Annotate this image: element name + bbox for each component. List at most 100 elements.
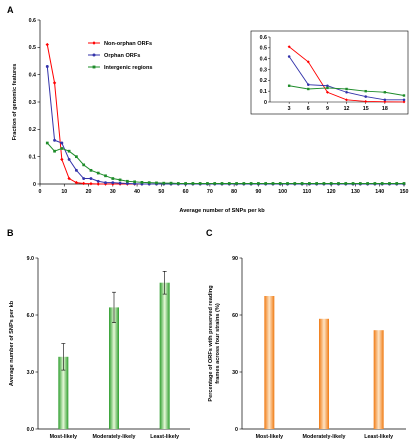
y-tick-label: 0.1 bbox=[29, 155, 36, 161]
x-tick-label: 130 bbox=[351, 189, 360, 195]
data-point bbox=[366, 182, 369, 185]
inset-frame bbox=[250, 30, 409, 115]
panel-a-chart: 00.10.20.30.40.50.60 10 20 30 40 50 60 70 80 90 10… bbox=[12, 18, 408, 214]
data-point bbox=[53, 149, 56, 153]
data-point bbox=[96, 182, 100, 186]
data-point bbox=[126, 179, 129, 183]
bar bbox=[373, 330, 384, 429]
y-tick-label: 0.3 bbox=[29, 100, 36, 106]
data-point bbox=[191, 182, 195, 185]
data-point bbox=[82, 177, 86, 180]
panel-b-chart: 0.0 3.0 6.0 9.0 Most-likely Moderately-likely… bbox=[9, 256, 190, 440]
data-point bbox=[169, 181, 173, 185]
y-axis-label-line: Percentage of ORFs with preserved readin… bbox=[208, 285, 214, 402]
inset-y-tick-label: 0 bbox=[264, 100, 267, 106]
inset-data-point bbox=[364, 89, 367, 93]
x-tick-label: 60 bbox=[183, 189, 189, 195]
x-tick-label: 110 bbox=[303, 189, 312, 195]
x-tick-label: 80 bbox=[231, 189, 237, 195]
data-point bbox=[293, 182, 297, 185]
inset-x-tick-label: 12 bbox=[344, 106, 350, 112]
x-tick-label: 90 bbox=[255, 189, 261, 195]
inset-data-point bbox=[383, 91, 387, 94]
bar bbox=[159, 282, 170, 429]
data-point bbox=[337, 182, 340, 185]
data-point bbox=[271, 182, 275, 185]
data-point bbox=[213, 182, 217, 185]
inset-data-point bbox=[383, 98, 387, 102]
data-point bbox=[206, 182, 209, 185]
inset-data-point bbox=[326, 84, 329, 88]
data-point bbox=[111, 177, 115, 180]
y-axis-label: Fraction of genomic features bbox=[12, 64, 18, 141]
data-point bbox=[308, 182, 311, 185]
data-point bbox=[67, 176, 71, 181]
x-tick-label: 70 bbox=[207, 189, 213, 195]
category-label: Most-likely bbox=[50, 434, 77, 440]
category-label: Moderately-likely bbox=[93, 434, 136, 440]
data-point bbox=[198, 182, 202, 185]
y-axis-label: Average number of SNPs per kb bbox=[9, 300, 15, 386]
data-point bbox=[60, 147, 64, 150]
data-point bbox=[89, 177, 93, 180]
y-tick-label: 0.5 bbox=[29, 45, 36, 51]
data-point bbox=[118, 181, 122, 185]
y-tick-label: 0 bbox=[33, 182, 36, 188]
inset-data-point bbox=[287, 55, 291, 58]
data-point bbox=[235, 182, 238, 185]
data-point bbox=[45, 42, 49, 47]
inset-x-tick-label: 9 bbox=[326, 106, 329, 112]
data-point bbox=[111, 181, 115, 185]
data-point bbox=[81, 181, 86, 186]
legend-marker bbox=[92, 53, 96, 57]
data-point bbox=[184, 182, 187, 185]
x-tick-label: 40 bbox=[134, 189, 140, 195]
series-line-intergenic-regions bbox=[46, 142, 404, 184]
category-label: Most-likely bbox=[256, 434, 283, 440]
inset-y-tick-label: 0.3 bbox=[260, 67, 267, 73]
x-tick-label: 100 bbox=[278, 189, 287, 195]
y-tick-label: 6.0 bbox=[27, 313, 34, 319]
x-tick-label: 140 bbox=[375, 189, 384, 195]
data-point bbox=[227, 182, 231, 185]
data-point bbox=[147, 181, 151, 184]
data-point bbox=[249, 182, 253, 185]
y-tick-label: 0.4 bbox=[29, 73, 36, 79]
data-point bbox=[264, 182, 268, 185]
x-tick-label: 0 bbox=[39, 189, 42, 195]
y-axis-label-line: frames across four strains (%) bbox=[215, 303, 221, 384]
inset-data-point bbox=[306, 60, 310, 64]
x-tick-label: 10 bbox=[61, 189, 67, 195]
bar bbox=[319, 318, 329, 429]
category-label: Moderately-likely bbox=[303, 434, 346, 440]
data-point bbox=[67, 149, 71, 153]
inset-data-point bbox=[325, 90, 329, 94]
data-point bbox=[60, 157, 64, 162]
data-point bbox=[351, 182, 355, 185]
inset-data-point bbox=[287, 84, 291, 87]
inset-data-point bbox=[383, 100, 387, 104]
data-point bbox=[402, 182, 406, 185]
data-point bbox=[118, 178, 122, 182]
data-point bbox=[278, 182, 282, 185]
y-tick-label: 0 bbox=[235, 427, 238, 433]
y-tick-label: 3.0 bbox=[27, 370, 34, 376]
inset-y-tick-label: 0.5 bbox=[260, 46, 267, 52]
x-tick-label: 150 bbox=[400, 189, 409, 195]
y-tick-label: 90 bbox=[232, 256, 238, 262]
inset-data-point bbox=[287, 45, 291, 49]
inset-data-point bbox=[364, 95, 367, 98]
panel-a-inset-chart: 0 0.1 0.2 0.3 0.4 0.5 0.6 3 6 9 12 15 18 bbox=[250, 30, 409, 115]
legend-marker bbox=[92, 41, 96, 45]
panel-letter-a: A bbox=[7, 5, 14, 15]
x-tick-label: 120 bbox=[327, 189, 336, 195]
inset-x-tick-label: 18 bbox=[382, 106, 388, 112]
data-point bbox=[315, 182, 318, 185]
legend-label: Orphan ORFs bbox=[104, 53, 140, 59]
category-label: Least-likely bbox=[150, 434, 179, 440]
data-point bbox=[344, 182, 348, 185]
data-point bbox=[322, 182, 326, 185]
data-point bbox=[242, 182, 246, 185]
inset-data-point bbox=[345, 98, 349, 102]
data-point bbox=[373, 182, 377, 185]
